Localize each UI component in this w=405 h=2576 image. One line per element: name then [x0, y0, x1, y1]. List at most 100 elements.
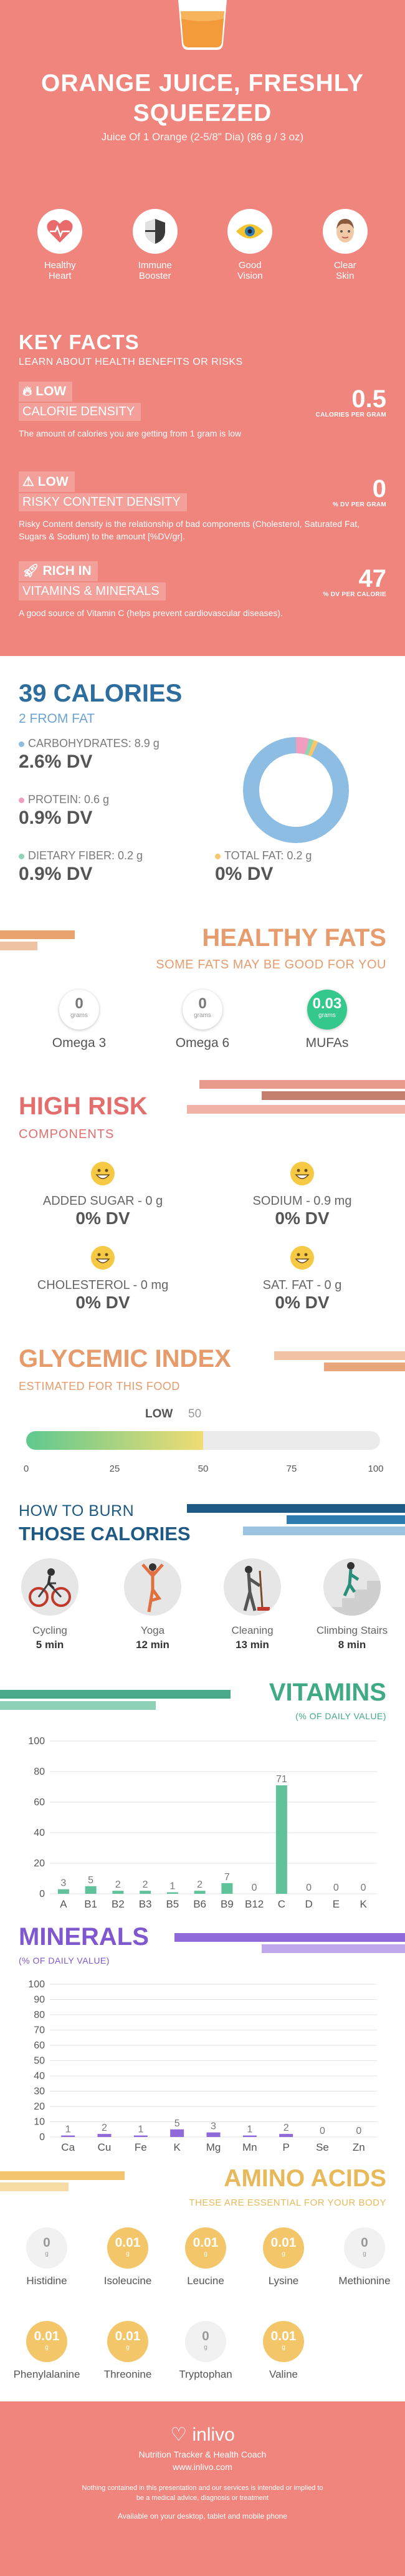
category-label: B6: [193, 1898, 206, 1910]
y-tick-label: 40: [34, 1828, 45, 1838]
bar-value-label: 0: [356, 2126, 361, 2136]
y-tick-label: 20: [34, 2101, 45, 2112]
amino-histidine: 0 g Histidine: [6, 2227, 87, 2287]
category-label: Se: [316, 2141, 329, 2153]
benefit-good-vision: Good Vision: [212, 209, 287, 281]
glycemic-tick: 100: [368, 1464, 384, 1474]
healthy-fats-subtitle: SOME FATS MAY BE GOOD FOR YOU: [156, 958, 386, 972]
amino-subtitle: THESE ARE ESSENTIAL FOR YOUR BODY: [189, 2197, 386, 2208]
fact-calorie-density: 🔥︎ LOW CALORIE DENSITY 0.5 CALORIES PER G…: [19, 382, 386, 458]
key-facts-subtitle: LEARN ABOUT HEALTH BENEFITS OR RISKS: [19, 357, 243, 367]
fact-rich-vitamins: 🚀︎ RICH IN VITAMINS & MINERALS 47% DV PE…: [19, 561, 386, 637]
amino-title: AMINO ACIDS: [224, 2165, 386, 2192]
disclaimer: Nothing contained in this presentation a…: [82, 2484, 323, 2502]
heart-rate-icon: [37, 209, 83, 254]
vitamins-subtitle: (% OF DAILY VALUE): [295, 1711, 386, 1721]
activity-yoga: Yoga 12 min: [106, 1558, 199, 1651]
device-availability: Available on your desktop, tablet and mo…: [118, 2512, 287, 2521]
healthy-fats-title: HEALTHY FATS: [202, 924, 386, 952]
category-label: K: [173, 2141, 181, 2153]
stairs-icon: [323, 1558, 381, 1616]
y-tick-label: 40: [34, 2071, 45, 2082]
high-risk-title: HIGH RISK: [19, 1093, 148, 1120]
calories-title: 39 CALORIES: [19, 680, 183, 707]
bar-value-label: 1: [65, 2125, 71, 2135]
heart-logo-icon: ♡: [170, 2424, 188, 2445]
category-label: B9: [221, 1898, 234, 1910]
donut-carbs: [243, 737, 349, 843]
category-label: B1: [84, 1898, 97, 1910]
healthy-fats-section: HEALTHY FATS SOME FATS MAY BE GOOD FOR Y…: [0, 905, 405, 1068]
fat-omega3: 0 grams Omega 3: [39, 990, 120, 1051]
donut-protein: [295, 737, 310, 755]
category-label: A: [60, 1898, 67, 1910]
amino-name: Phenylalanine: [13, 2368, 80, 2380]
glycemic-subtitle: ESTIMATED FOR THIS FOOD: [19, 1380, 180, 1392]
minerals-title: MINERALS: [19, 1923, 149, 1951]
smiley-icon: [91, 1162, 115, 1185]
smiley-icon: [290, 1246, 314, 1270]
macro-protein: PROTEIN: 0.6 g 0.9% DV: [19, 793, 110, 828]
fat-omega6: 0 grams Omega 6: [162, 990, 243, 1051]
bar-Fe: [133, 2135, 148, 2137]
y-tick-label: 60: [34, 1797, 45, 1808]
glycemic-tick: 0: [23, 1464, 29, 1474]
category-label: B12: [245, 1898, 264, 1910]
serving-size: Juice Of 1 Orange (2-5/8" Dia) (86 g / 3…: [101, 131, 304, 143]
calories-from-fat: 2 FROM FAT: [19, 712, 95, 726]
cleaning-icon: [224, 1558, 281, 1616]
macro-carbs: CARBOHYDRATES: 8.9 g 2.6% DV: [19, 737, 160, 772]
macro-donut-chart: [243, 737, 349, 843]
category-label: B5: [166, 1898, 179, 1910]
amino-value-badge: 0.01 g: [107, 2321, 148, 2362]
category-label: Cu: [98, 2141, 112, 2153]
bar-A: [57, 1889, 69, 1894]
bar-Mg: [206, 2132, 221, 2137]
bar-B3: [140, 1891, 151, 1894]
brand-url[interactable]: www.inlivo.com: [173, 2462, 232, 2472]
header-section: ORANGE JUICE, FRESHLY SQUEEZED Juice Of …: [0, 0, 405, 656]
calories-section: 39 CALORIES 2 FROM FAT CARBOHYDRATES: 8.…: [0, 656, 405, 905]
activity-cleaning: Cleaning 13 min: [206, 1558, 299, 1651]
amino-lysine: 0.01 g Lysine: [243, 2227, 324, 2287]
bar-value-label: 0: [333, 1883, 339, 1893]
amino-value-badge: 0.01 g: [107, 2227, 148, 2269]
amino-name: Lysine: [268, 2275, 299, 2287]
category-label: B3: [139, 1898, 152, 1910]
amino-value-badge: 0.01 g: [185, 2227, 226, 2269]
burn-title-line1: HOW TO BURN: [19, 1502, 135, 1520]
amino-isoleucine: 0.01 g Isoleucine: [87, 2227, 168, 2287]
amino-value-badge: 0.01 g: [263, 2321, 304, 2362]
brand-name: inlivo: [192, 2424, 235, 2445]
glycemic-level: LOW: [145, 1407, 173, 1421]
bar-value-label: 2: [115, 1879, 121, 1890]
benefit-list: Healthy Heart Immune Booster Good Vision: [0, 209, 405, 281]
high-risk-subtitle: COMPONENTS: [19, 1127, 115, 1141]
amino-name: Leucine: [187, 2275, 224, 2287]
risk-sodium: SODIUM - 0.9 mg 0% DV: [221, 1161, 383, 1228]
bar-value-label: 7: [224, 1872, 230, 1883]
glycemic-index-section: GLYCEMIC INDEX ESTIMATED FOR THIS FOOD L…: [0, 1333, 405, 1488]
category-label: K: [360, 1898, 367, 1910]
bar-value-label: 71: [276, 1774, 287, 1785]
amino-value-badge: 0.01 g: [263, 2227, 304, 2269]
glycemic-bar-fill: [26, 1431, 203, 1450]
activity-climbing-stairs: Climbing Stairs 8 min: [305, 1558, 399, 1651]
benefit-clear-skin: Clear Skin: [308, 209, 383, 281]
high-risk-section: HIGH RISK COMPONENTS ADDED SUGAR - 0 g 0…: [0, 1068, 405, 1333]
smiley-icon: [290, 1162, 314, 1185]
glycemic-title: GLYCEMIC INDEX: [19, 1345, 231, 1372]
bar-value-label: 5: [174, 2118, 180, 2129]
risk-added-sugar: ADDED SUGAR - 0 g 0% DV: [22, 1161, 184, 1228]
bar-Cu: [97, 2134, 112, 2137]
warning-icon: ⚠︎: [22, 475, 34, 489]
fat-mufas: 0.03 grams MUFAs: [287, 990, 368, 1051]
bar-value-label: 5: [88, 1875, 93, 1886]
y-tick-label: 90: [34, 1995, 45, 2005]
minerals-section: MINERALS (% OF DAILY VALUE) 0 10 20 30 40 50 6…: [0, 1916, 405, 2159]
donut-fat: [308, 740, 318, 757]
benefit-immune-booster: Immune Booster: [118, 209, 193, 281]
